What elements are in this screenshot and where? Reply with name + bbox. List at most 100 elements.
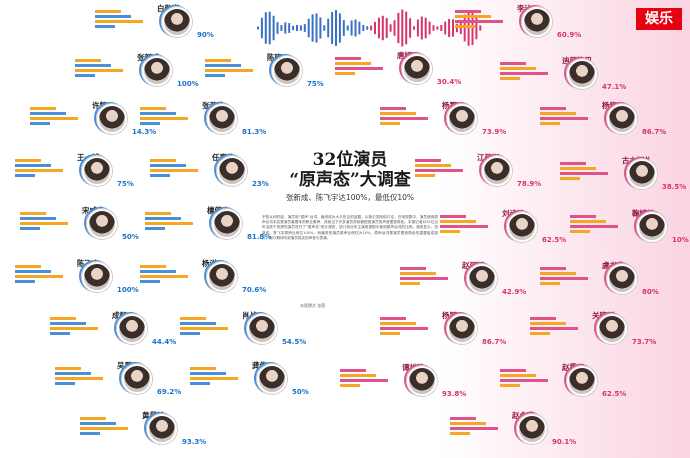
actor-photo: [627, 159, 657, 189]
ratio-bar: [150, 169, 198, 172]
ratio-bar: [205, 74, 225, 77]
ratio-bar: [380, 322, 416, 325]
wave-bar: [288, 23, 291, 33]
dub-ratio-bars: [540, 267, 600, 287]
original-voice-percentage: 81.8%: [247, 233, 272, 241]
ratio-bar: [380, 317, 406, 320]
actor-photo: [212, 209, 242, 239]
headline-block: 32位演员 “原声态”大调查 张新成、陈飞宇达100%，最低仅10%: [262, 150, 438, 203]
ratio-bar: [95, 20, 143, 23]
actor-photo: [567, 59, 597, 89]
wave-bar: [452, 19, 454, 37]
ratio-bar: [95, 25, 115, 28]
original-voice-percentage: 93.8%: [442, 390, 467, 398]
ratio-bar: [540, 122, 560, 125]
ratio-bar: [140, 280, 160, 283]
ratio-bar: [140, 117, 188, 120]
wave-bar: [393, 20, 396, 36]
ratio-bar: [80, 417, 106, 420]
ratio-bar: [80, 422, 116, 425]
original-voice-percentage: 44.4%: [152, 338, 177, 346]
original-voice-percentage: 75%: [117, 180, 134, 188]
ratio-bar: [540, 277, 588, 280]
ratio-bar: [440, 230, 460, 233]
actor-photo: [122, 364, 152, 394]
original-voice-percentage: 50%: [292, 388, 309, 396]
ratio-bar: [500, 374, 536, 377]
ratio-bar: [180, 327, 228, 330]
male-actor-card: 宋威龙50%: [20, 205, 170, 245]
ratio-bar: [450, 417, 476, 420]
female-actor-card: 迪丽热巴47.1%: [500, 55, 650, 95]
wave-bar: [366, 26, 369, 30]
headline-subtitle: 张新成、陈飞宇达100%，最低仅10%: [285, 193, 415, 202]
ratio-bar: [335, 67, 383, 70]
ratio-bar: [500, 67, 536, 70]
original-voice-percentage: 42.9%: [502, 288, 527, 296]
ratio-bar: [400, 282, 420, 285]
original-voice-percentage: 14.3%: [132, 128, 157, 136]
ratio-bar: [415, 159, 441, 162]
male-actor-card: 黄景瑜93.3%: [80, 410, 230, 450]
original-voice-percentage: 10%: [672, 236, 689, 244]
ratio-bar: [415, 164, 451, 167]
ratio-bar: [455, 15, 491, 18]
ratio-bar: [30, 107, 56, 110]
ratio-bar: [560, 177, 580, 180]
ratio-bar: [75, 69, 123, 72]
original-voice-percentage: 75%: [307, 80, 324, 88]
female-actor-card: 虞书欣80%: [540, 260, 690, 300]
wave-bar: [350, 20, 353, 36]
dub-ratio-bars: [145, 212, 205, 232]
ratio-bar: [540, 112, 576, 115]
wave-bar: [479, 25, 482, 31]
ratio-bar: [140, 107, 166, 110]
ratio-bar: [570, 215, 596, 218]
ratio-bar: [140, 270, 176, 273]
original-voice-percentage: 73.9%: [482, 128, 507, 136]
ratio-bar: [75, 74, 95, 77]
ratio-bar: [80, 432, 100, 435]
ratio-bar: [400, 277, 448, 280]
actor-photo: [607, 264, 637, 294]
wave-bar: [428, 21, 431, 35]
ratio-bar: [145, 222, 193, 225]
dub-ratio-bars: [500, 62, 560, 82]
ratio-bar: [20, 222, 68, 225]
ratio-bar: [150, 164, 186, 167]
wave-bar: [307, 18, 310, 38]
male-actor-card: 任嘉伦23%: [150, 152, 300, 192]
wave-bar: [424, 17, 427, 39]
wave-bar: [280, 25, 283, 31]
actor-photo: [597, 314, 627, 344]
wave-bar: [374, 21, 376, 35]
ratio-bar: [400, 272, 436, 275]
wave-bar: [377, 17, 380, 39]
ratio-bar: [95, 15, 131, 18]
actor-photo: [97, 104, 127, 134]
wave-bar: [467, 10, 470, 46]
ratio-bar: [380, 112, 416, 115]
original-voice-percentage: 38.5%: [662, 183, 687, 191]
ratio-bar: [340, 379, 388, 382]
actor-photo: [482, 156, 512, 186]
dub-ratio-bars: [400, 267, 460, 287]
dub-ratio-bars: [95, 10, 155, 30]
ratio-bar: [380, 117, 428, 120]
actor-photo: [142, 56, 172, 86]
male-actor-card: 龚俊 50%: [190, 360, 340, 400]
ratio-bar: [140, 112, 176, 115]
original-voice-percentage: 73.7%: [632, 338, 657, 346]
dub-ratio-bars: [15, 265, 75, 285]
ratio-bar: [440, 215, 466, 218]
original-voice-percentage: 23%: [252, 180, 269, 188]
wave-bar: [327, 18, 330, 38]
dub-ratio-bars: [455, 10, 515, 30]
wave-bar: [264, 12, 267, 44]
dub-ratio-bars: [415, 159, 475, 179]
ratio-bar: [95, 10, 121, 13]
ratio-bar: [55, 372, 91, 375]
ratio-bar: [500, 72, 548, 75]
male-actor-card: 张新成100%: [75, 52, 225, 92]
